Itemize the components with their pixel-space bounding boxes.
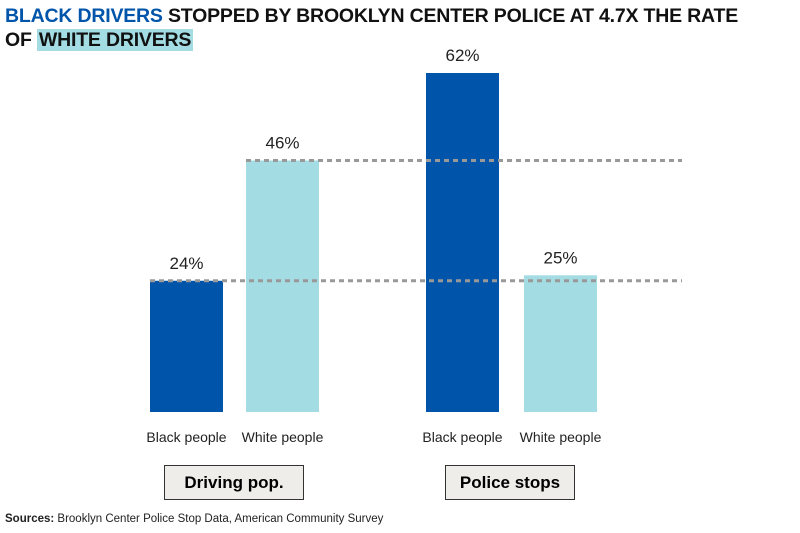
group-label-police-stops: Police stops [445, 465, 575, 500]
bar-police-stops-black [426, 73, 499, 412]
title-white-drivers: WHITE DRIVERS [36, 29, 194, 51]
category-label: White people [520, 429, 602, 445]
source-label: Sources: [5, 513, 55, 525]
source-text: Brooklyn Center Police Stop Data, Americ… [54, 513, 384, 525]
category-label: Black people [422, 429, 502, 445]
bar-driving-pop--black [150, 280, 223, 412]
data-label: 25% [543, 248, 577, 267]
title-black-drivers: BLACK DRIVERS [5, 5, 163, 27]
chart-title: BLACK DRIVERS STOPPED BY BROOKLYN CENTER… [5, 4, 738, 52]
bar-driving-pop--white [246, 160, 319, 412]
data-label: 46% [265, 133, 299, 152]
category-label: White people [242, 429, 324, 445]
group-label-driving-pop: Driving pop. [164, 465, 304, 500]
title-middle: STOPPED BY BROOKLYN CENTER POLICE AT 4.7… [162, 5, 739, 27]
source-note: Sources: Brooklyn Center Police Stop Dat… [5, 513, 383, 525]
category-label: Black people [146, 429, 226, 445]
data-label: 62% [445, 46, 479, 65]
data-label: 24% [169, 254, 203, 273]
title-of: OF [5, 29, 37, 51]
bar-police-stops-white [524, 275, 597, 412]
